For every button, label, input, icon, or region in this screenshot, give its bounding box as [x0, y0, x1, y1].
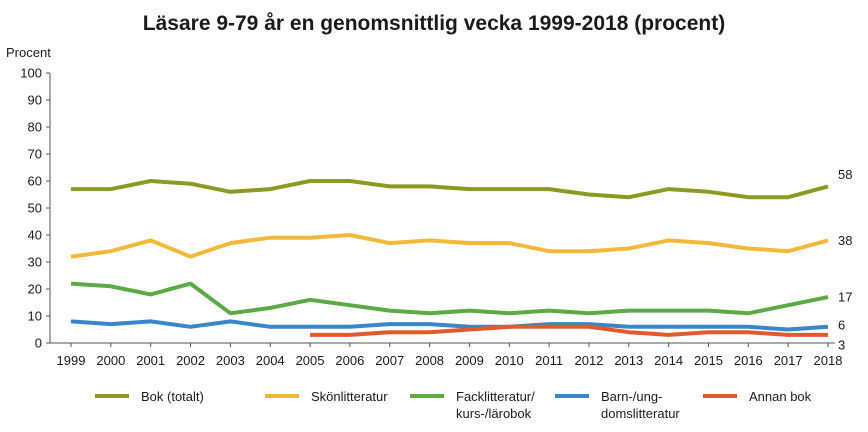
y-tick-label: 30: [28, 255, 42, 270]
x-tick-label: 2006: [335, 353, 364, 368]
x-tick-label: 2018: [814, 353, 843, 368]
series-line-3: [70, 319, 829, 332]
x-tick-label: 2002: [176, 353, 205, 368]
series-lines: [70, 179, 829, 337]
legend-label: Annan bok: [749, 389, 812, 404]
x-tick-label: 2005: [296, 353, 325, 368]
legend-label: Facklitteratur/: [456, 389, 535, 404]
y-tick-label: 10: [28, 309, 42, 324]
x-tick-label: 2011: [535, 353, 563, 368]
y-tick-label: 50: [28, 201, 42, 216]
x-tick-label: 2014: [654, 353, 683, 368]
y-tick-label: 20: [28, 282, 42, 297]
x-tick-label: 1999: [57, 353, 86, 368]
y-tick-label: 90: [28, 93, 42, 108]
chart-title: Läsare 9-79 år en genomsnittlig vecka 19…: [143, 12, 725, 35]
x-tick-label: 2001: [136, 353, 165, 368]
series-end-label: 6: [838, 317, 845, 332]
x-tick-label: 2016: [734, 353, 763, 368]
legend-label: Bok (totalt): [141, 389, 204, 404]
legend-label: domslitteratur: [601, 406, 680, 421]
legend: Bok (totalt) Skönlitteratur Facklitteratur…: [95, 389, 812, 421]
y-tick-label: 80: [28, 120, 42, 135]
x-tick-label: 2003: [216, 353, 245, 368]
y-tick-label: 0: [35, 336, 42, 351]
x-tick-label: 2000: [96, 353, 125, 368]
x-tick-label: 2015: [694, 353, 723, 368]
series-end-label: 3: [838, 337, 845, 352]
x-tick-label: 2008: [415, 353, 444, 368]
series-line-1: [70, 233, 829, 259]
series-line-2: [70, 281, 829, 316]
y-tick-label: 40: [28, 228, 42, 243]
x-tick-label: 2010: [495, 353, 524, 368]
series-line-0: [71, 179, 829, 200]
x-tick-label: 2009: [455, 353, 484, 368]
legend-label: Barn-/ung-: [601, 389, 662, 404]
y-axis-ticks: 0 10 20 30 40 50 60 70 80 90 100: [20, 66, 50, 351]
legend-label: kurs-/lärobok: [456, 406, 532, 421]
axes: [49, 73, 835, 344]
x-tick-label: 2007: [375, 353, 404, 368]
y-tick-label: 60: [28, 174, 42, 189]
x-tick-label: 2017: [774, 353, 803, 368]
series-line-4: [310, 324, 828, 337]
x-tick-label: 2004: [256, 353, 285, 368]
y-tick-label: 100: [20, 66, 42, 81]
x-tick-label: 2013: [614, 353, 643, 368]
x-axis-ticks: 1999 2000 2001 2002 2003 2004 2005 2006 2007 2008…: [57, 343, 843, 368]
y-axis-label: Procent: [6, 45, 51, 60]
legend-label: Skönlitteratur: [311, 389, 388, 404]
series-end-label: 17: [838, 290, 852, 305]
y-tick-label: 70: [28, 147, 42, 162]
end-labels: 58 38 17 6 3: [838, 167, 852, 353]
series-end-label: 58: [838, 167, 852, 182]
x-tick-label: 2012: [574, 353, 603, 368]
series-end-label: 38: [838, 233, 852, 248]
